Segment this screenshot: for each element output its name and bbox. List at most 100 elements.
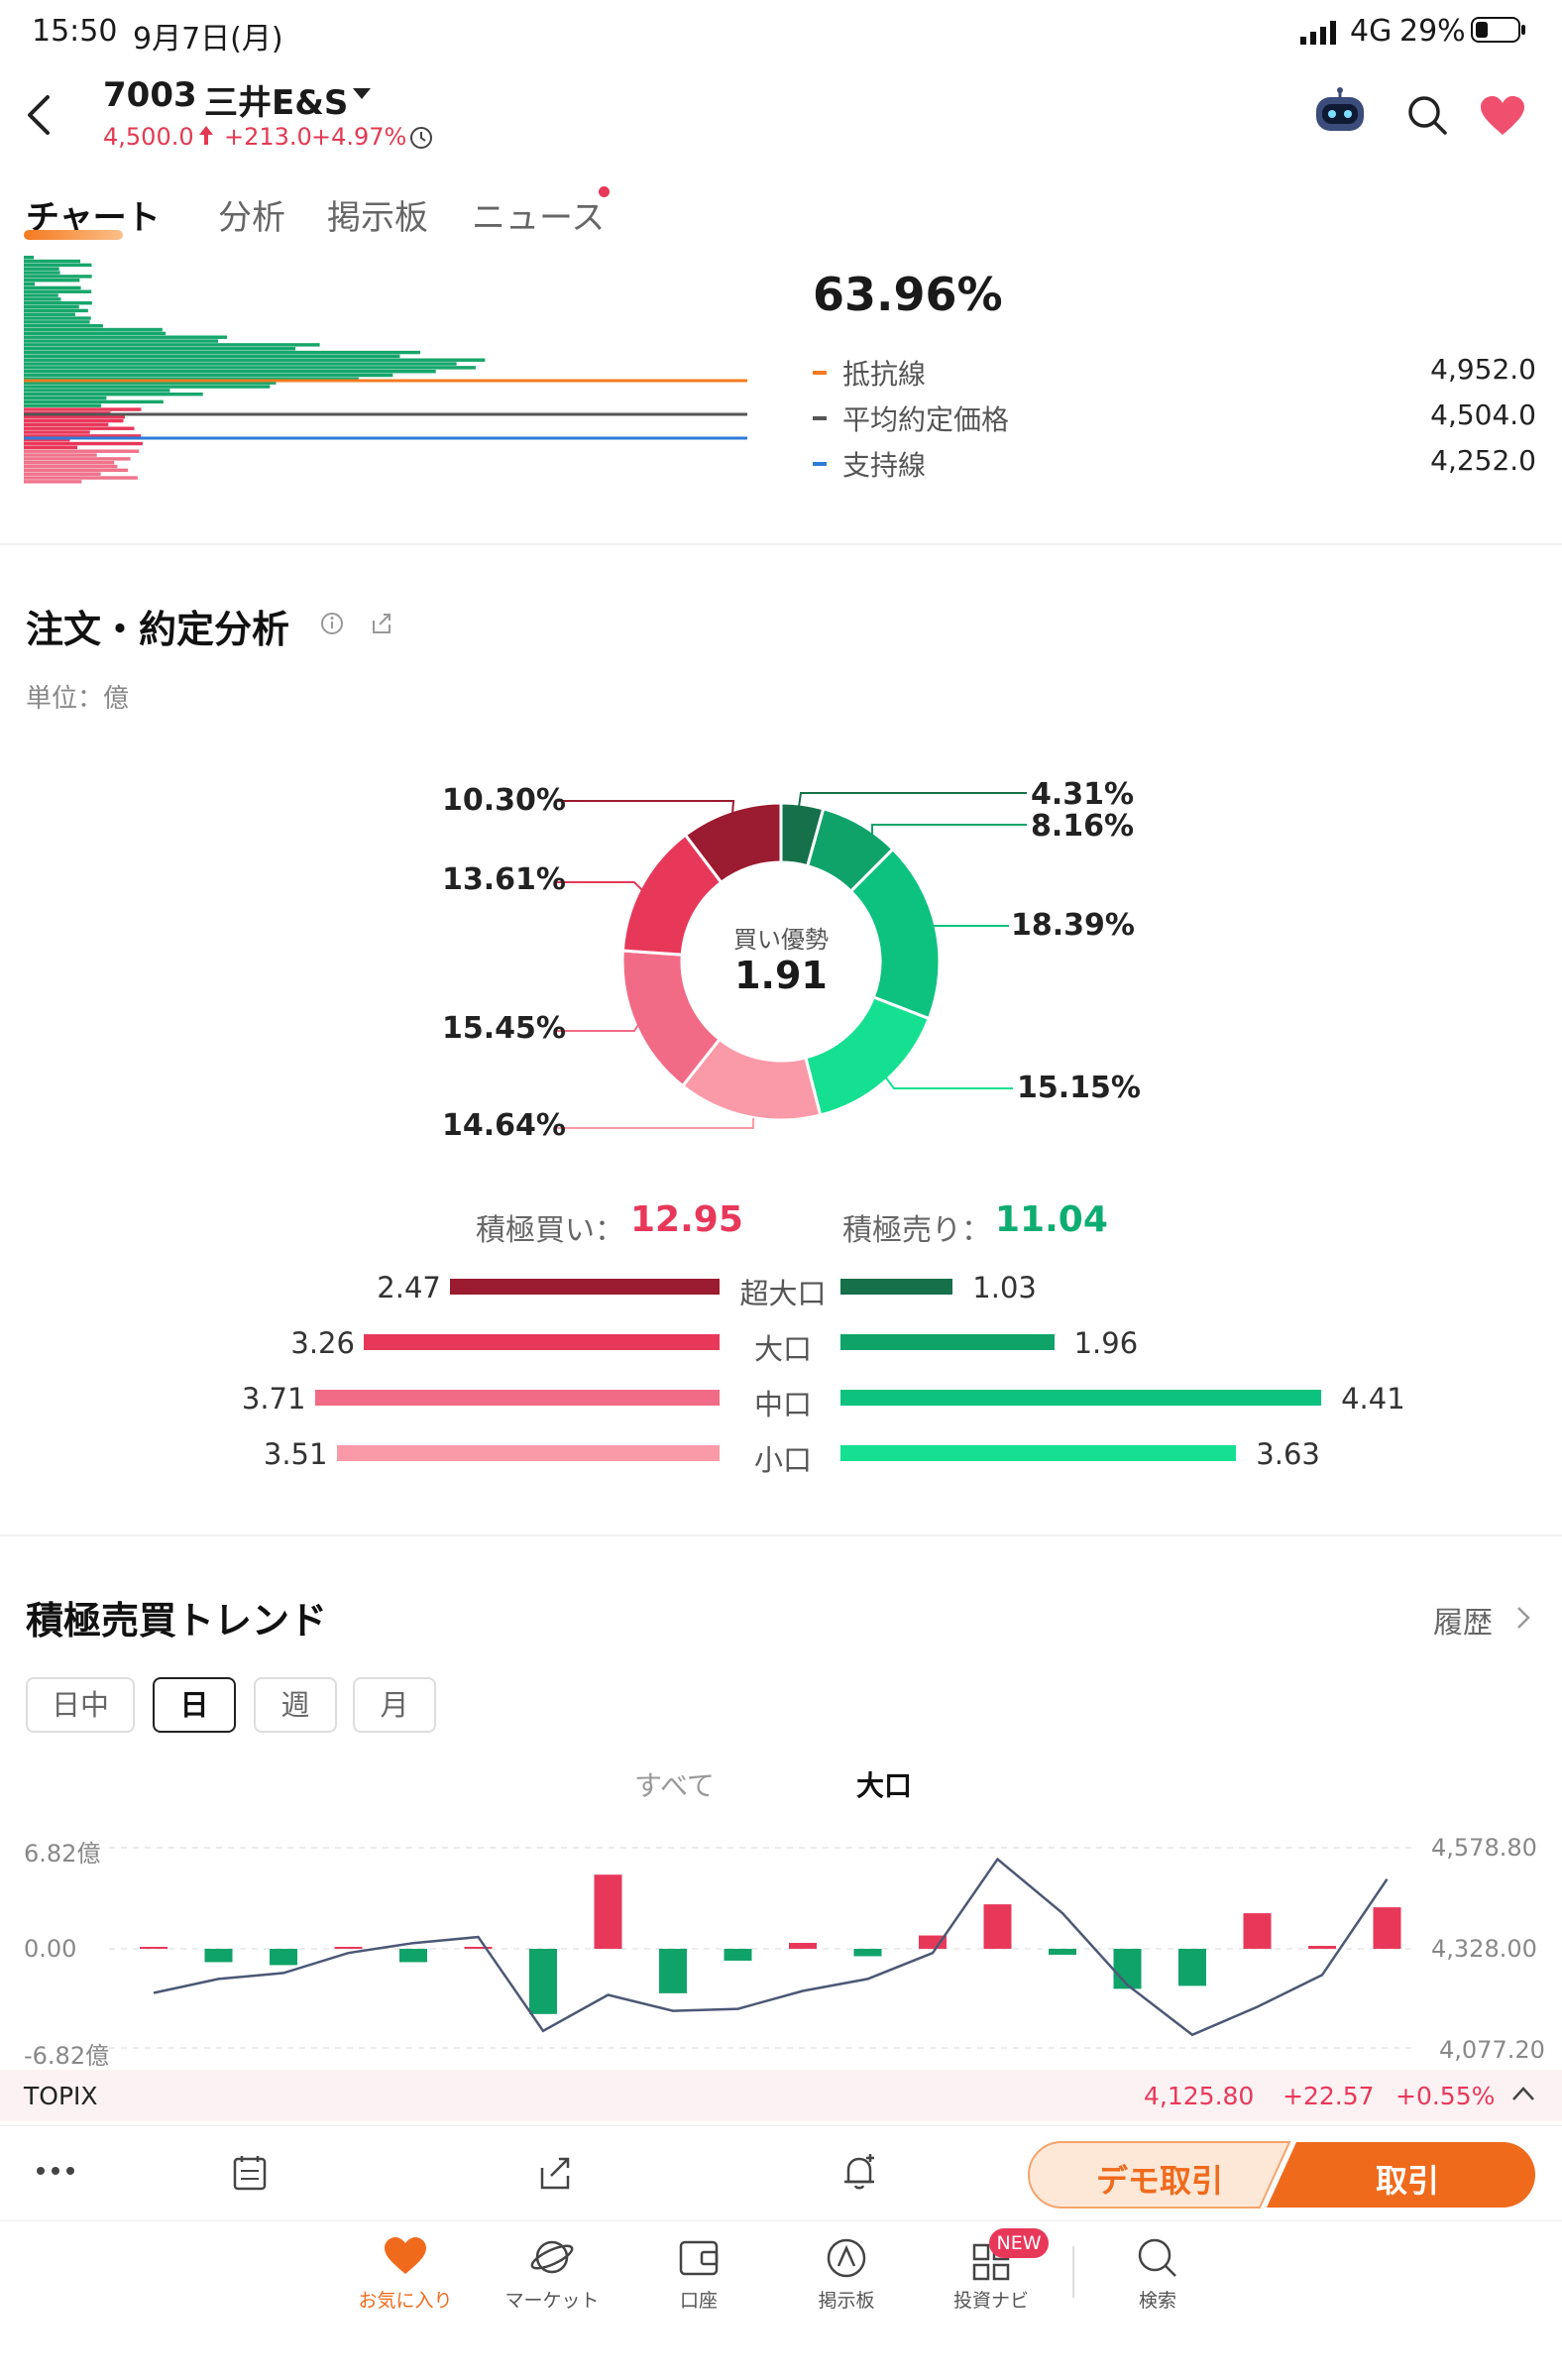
trend-bar	[659, 1949, 687, 1993]
share-action-icon[interactable]	[537, 2154, 573, 2196]
profile-bar	[24, 316, 91, 320]
buy-value: 3.51	[263, 1437, 328, 1471]
topix-label: TOPIX	[24, 2082, 98, 2110]
legend-value: 4,952.0	[1430, 353, 1536, 386]
chip-intraday[interactable]: 日中	[26, 1677, 135, 1733]
chevron-up-icon[interactable]	[1510, 2084, 1536, 2107]
search-icon[interactable]	[1405, 93, 1449, 141]
history-link[interactable]: 履歴	[1433, 1606, 1493, 1641]
profile-bar	[24, 354, 400, 359]
trade-button[interactable]: 取引	[1375, 2162, 1439, 2200]
topix-ticker[interactable]: TOPIX 4,125.80 +22.57 +0.55%	[0, 2070, 1562, 2121]
heart-icon[interactable]	[383, 2236, 428, 2280]
price-change-pct: +4.97%	[311, 123, 407, 151]
sell-bar	[840, 1445, 1237, 1461]
profile-bar	[24, 426, 135, 430]
slice-label: 15.45%	[442, 1011, 566, 1046]
chip-day[interactable]: 日	[153, 1677, 236, 1733]
battery-icon	[1471, 16, 1526, 52]
alert-bell-icon[interactable]	[840, 2152, 878, 2196]
slice-label: 14.64%	[442, 1108, 566, 1143]
legend-support: 支持線 4,252.0	[813, 444, 1536, 484]
leader-line	[798, 792, 1027, 808]
profile-bar	[24, 343, 320, 347]
chip-month[interactable]: 月	[353, 1677, 436, 1733]
profile-bar	[24, 271, 60, 275]
leader-line	[927, 925, 1009, 929]
slice-label: 18.39%	[1011, 908, 1135, 943]
profile-bar	[24, 350, 421, 355]
profile-bar	[24, 327, 163, 332]
nav-separator	[1072, 2246, 1074, 2298]
profile-bar	[24, 256, 34, 260]
legend-label: 抵抗線	[842, 358, 927, 391]
buy-bar	[336, 1445, 720, 1461]
trend-bar	[399, 1949, 427, 1963]
sell-value: 3.63	[1256, 1437, 1320, 1471]
search-nav-icon[interactable]	[1136, 2236, 1179, 2284]
favorite-heart-icon[interactable]	[1479, 95, 1526, 141]
nav-board[interactable]: 掲示板	[818, 2290, 875, 2312]
sell-total-label: 積極売り：	[842, 1213, 991, 1248]
nav-favorites[interactable]: お気に入り	[358, 2290, 453, 2312]
account-wallet-icon[interactable]	[678, 2236, 720, 2282]
profile-bar	[24, 399, 164, 404]
caret-down-icon[interactable]	[351, 85, 373, 105]
profile-bar	[24, 480, 82, 484]
trend-bar	[853, 1949, 882, 1957]
tab-news[interactable]: ニュース	[472, 198, 606, 238]
legend-label: 支持線	[842, 449, 927, 482]
current-price: 4,500.0	[103, 123, 194, 151]
demo-trade-button[interactable]: デモ取引	[1095, 2162, 1223, 2200]
donut-center-value: 1.91	[734, 954, 828, 997]
y-left-top: 6.82億	[24, 1840, 101, 1868]
chevron-right-icon[interactable]	[1514, 1604, 1532, 1636]
topix-change-pct: +0.55%	[1395, 2082, 1496, 2110]
profile-bar	[24, 285, 81, 290]
buy-total-label: 積極買い：	[476, 1213, 624, 1248]
ticker-code: 7003	[103, 75, 197, 115]
subtab-all[interactable]: すべて	[634, 1769, 715, 1802]
info-icon[interactable]	[319, 611, 345, 640]
back-icon[interactable]	[22, 93, 56, 141]
board-icon[interactable]	[825, 2236, 868, 2284]
trend-bar	[464, 1947, 493, 1949]
y-right-bottom: 4,077.20	[1439, 2036, 1545, 2064]
more-icon[interactable]	[36, 2162, 75, 2181]
profile-bar	[24, 430, 90, 434]
nav-search[interactable]: 検索	[1138, 2290, 1176, 2312]
order-size-category: 大口	[753, 1332, 812, 1366]
nav-market[interactable]: マーケット	[504, 2290, 600, 2312]
buy-value: 3.26	[290, 1326, 355, 1360]
profile-bar	[24, 347, 296, 351]
sell-bar	[840, 1279, 953, 1295]
chip-week[interactable]: 週	[254, 1677, 337, 1733]
slice-label: 10.30%	[442, 783, 566, 818]
nav-investment-navi[interactable]: 投資ナビ	[952, 2290, 1029, 2312]
company-name[interactable]: 三井E&S	[204, 83, 349, 123]
market-planet-icon[interactable]	[529, 2236, 575, 2282]
tab-board[interactable]: 掲示板	[327, 198, 428, 238]
profile-bar	[24, 377, 359, 382]
robot-assistant-icon[interactable]	[1312, 87, 1368, 141]
donut-slice	[683, 801, 783, 885]
y-right-top: 4,578.80	[1431, 1834, 1537, 1862]
subtab-large[interactable]: 大口	[856, 1769, 913, 1802]
profile-bar	[24, 301, 92, 305]
nav-account[interactable]: 口座	[679, 2290, 718, 2312]
profile-bar	[24, 422, 109, 427]
trend-bar	[140, 1947, 167, 1949]
share-icon[interactable]	[369, 611, 394, 640]
clock-icon	[408, 125, 434, 155]
sell-bar	[840, 1390, 1322, 1406]
trend-bar	[1243, 1913, 1272, 1949]
sell-bar	[840, 1334, 1055, 1350]
bottom-nav	[0, 2220, 1562, 2380]
network-type: 4G	[1350, 14, 1393, 49]
tab-analysis[interactable]: 分析	[218, 198, 285, 238]
buy-total-value: 12.95	[630, 1199, 743, 1240]
profile-bar	[24, 438, 70, 442]
profile-bar	[24, 263, 92, 268]
notes-icon[interactable]	[232, 2154, 268, 2196]
slice-label: 8.16%	[1031, 809, 1135, 844]
